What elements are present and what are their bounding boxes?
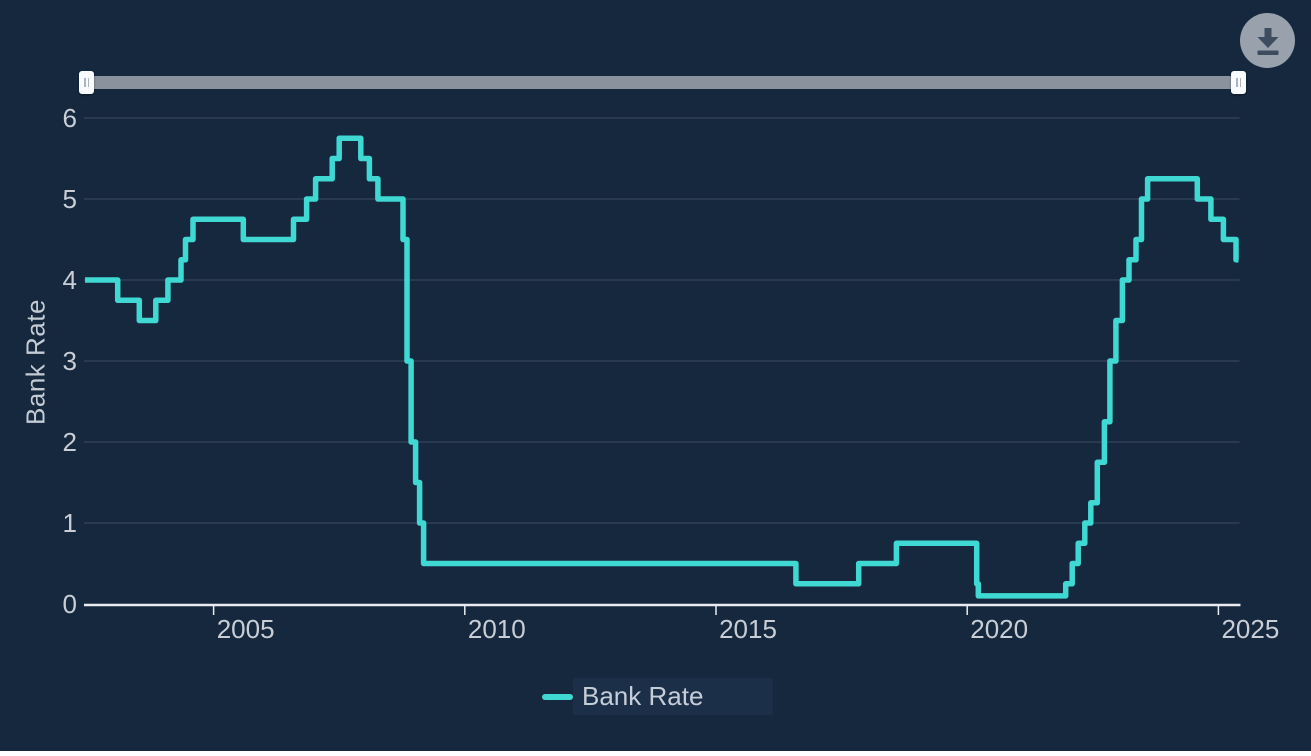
y-tick-label: 4 [63,265,77,295]
range-slider-handle-right[interactable] [1231,71,1246,94]
x-tick-label: 2020 [970,614,1028,644]
legend-label: Bank Rate [582,681,704,711]
x-tick-label: 2015 [719,614,777,644]
range-slider-track[interactable] [79,71,1246,94]
y-tick-label: 3 [63,346,77,376]
x-tick-label: 2010 [468,614,526,644]
y-axis-title: Bank Rate [20,299,51,425]
legend-line-marker [542,693,573,700]
y-tick-label: 2 [63,427,77,457]
download-icon [1257,27,1278,55]
x-tick-label: 2025 [1221,614,1279,644]
y-tick-label: 1 [63,508,77,538]
y-tick-label: 5 [63,184,77,214]
legend-highlight [573,678,773,715]
range-slider-handle-left[interactable] [79,71,94,94]
series-line-bank-rate[interactable] [85,135,1239,599]
legend-item-bank-rate[interactable]: Bank Rate [542,678,703,715]
y-tick-label: 0 [63,589,77,619]
page-bottom-edge [0,751,1311,756]
download-button[interactable] [1240,13,1295,68]
x-tick-label: 2005 [217,614,275,644]
y-tick-label: 6 [63,103,77,133]
chart-plot-area[interactable]: 0 1 2 3 4 5 6 2005 2010 2015 2020 2025 [0,0,1311,660]
